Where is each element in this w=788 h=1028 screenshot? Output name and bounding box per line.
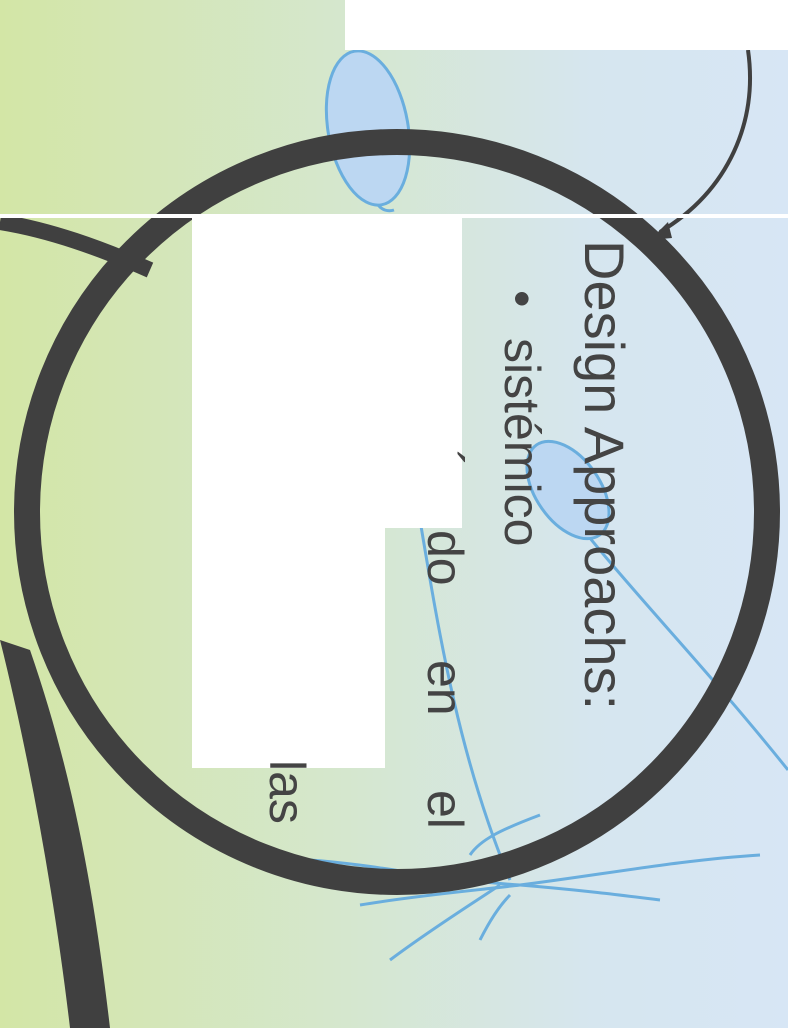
text-fragment-do: do (417, 530, 473, 586)
bullet-symbol: • (494, 290, 550, 308)
slide-title: Design Approachs: (573, 240, 636, 711)
bullet-text: sistémico (494, 338, 550, 547)
leaf-icon (324, 49, 611, 541)
divider-line (0, 214, 788, 218)
curved-arrow-icon (650, 49, 752, 240)
blank-region-upper (192, 218, 462, 528)
text-fragment-las: las (259, 760, 315, 824)
tree-trunk-shape (0, 640, 110, 1028)
text-fragment-en: en (417, 660, 473, 716)
magnifier-ring-icon (14, 129, 780, 895)
blank-region-top (345, 0, 788, 50)
blank-region-lower (192, 526, 385, 768)
text-fragment-accent: ´ (417, 450, 473, 467)
text-fragment-el: el (417, 790, 473, 829)
